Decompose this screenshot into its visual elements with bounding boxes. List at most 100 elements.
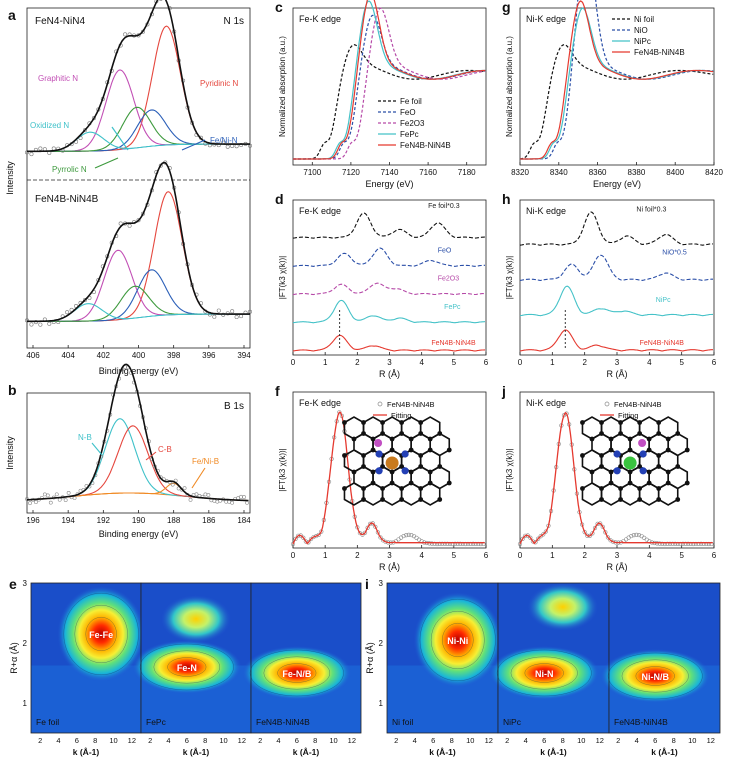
raw-data-point (230, 500, 235, 505)
secondary-hotspot (160, 595, 232, 643)
raw-data-point (203, 492, 208, 497)
carbon-atom (656, 464, 662, 469)
carbon-atom (380, 420, 385, 425)
carbon-atom (627, 480, 633, 486)
carbon-atom (618, 431, 623, 436)
x-tick-label: 196 (26, 516, 40, 525)
annotation-pyridinic: Pyridinic N (200, 79, 238, 88)
carbon-atom (446, 480, 452, 486)
raw-data-point (54, 492, 59, 497)
carbon-atom (380, 464, 385, 469)
carbon-atom (437, 464, 443, 469)
panel-h-curve-fen4b-nin4b (519, 329, 713, 352)
iron-atom (385, 456, 399, 470)
contour-line (442, 623, 474, 658)
raw-data-point (72, 496, 77, 500)
legend-label: Fitting (618, 411, 638, 420)
panel-letter-j: j (501, 383, 506, 399)
data-point (378, 535, 383, 540)
main-hotspot (413, 592, 503, 688)
carbon-atom (675, 431, 681, 436)
contour-line (496, 649, 592, 697)
x-tick-label: 5 (679, 358, 684, 367)
panel-g-frame (519, 7, 715, 166)
carbon-atom (637, 497, 643, 502)
panel-letter-e: e (9, 576, 17, 592)
main-hotspot (131, 640, 242, 694)
x-tick-label: 184 (237, 516, 251, 525)
carbon-atom (675, 464, 681, 469)
carbon-ring (638, 482, 660, 506)
carbon-atom (418, 431, 424, 436)
carbon-atom (351, 436, 357, 442)
panel-a-xlabel: Binding energy (eV) (99, 366, 179, 376)
panel-c-legend: Fe foil FeO Fe2O3 FePc FeN4B-NiN4B (378, 97, 451, 150)
subplot-xlabel: k (Å-1) (651, 747, 678, 757)
carbon-atom (599, 420, 604, 425)
carbon-atom (418, 420, 424, 425)
x-tick-label: 8 (313, 736, 317, 745)
carbon-atom (408, 469, 414, 475)
data-point (636, 532, 642, 538)
nitrogen-atom (639, 467, 647, 475)
panel-a-bottom-raw-points (24, 160, 253, 327)
x-tick-label: 10 (329, 736, 337, 745)
panel-b-ylabel: Intensity (5, 436, 15, 470)
data-point (590, 531, 595, 536)
y-tick-label: 1 (23, 699, 28, 708)
x-tick-label: 6 (484, 358, 489, 367)
contour-line (607, 652, 703, 700)
carbon-atom (437, 431, 443, 436)
data-point (530, 539, 536, 544)
hotspot-label: Ni-N (535, 669, 554, 679)
raw-data-point (234, 315, 239, 320)
carbon-atom (665, 447, 671, 453)
annotation-oxidized: Oxidized N (30, 121, 69, 130)
raw-data-point (123, 32, 128, 37)
annotation-fe-ni-n: Fe/Ni-N (210, 136, 238, 145)
raw-data-point (118, 221, 123, 226)
data-point (301, 535, 306, 540)
panel-g-x-ticks: 8320 8340 8360 8380 8400 8420 (511, 162, 723, 177)
carbon-ring (400, 482, 422, 506)
x-tick-label: 7180 (458, 168, 476, 177)
panel-i-y-ticks: 1 2 3 (379, 579, 384, 708)
panel-h-curve-label: Ni foil*0.3 (636, 206, 666, 213)
carbon-atom (427, 469, 433, 475)
panel-d-curve-fen4b-nin4b (292, 334, 485, 352)
raw-data-point (182, 486, 187, 491)
legend-label: FeN4B-NiN4B (634, 48, 685, 57)
x-tick-label: 8 (93, 736, 97, 745)
subplot-x-ticks: 2 4 6 8 10 12 (394, 736, 493, 745)
subplot-x-ticks: 2 4 6 8 10 12 (505, 736, 604, 745)
raw-data-point (225, 144, 230, 149)
x-tick-label: 10 (219, 736, 227, 745)
panel-letter-a: a (8, 7, 16, 23)
data-point (528, 535, 533, 540)
raw-data-point (47, 321, 52, 326)
raw-data-point (66, 491, 71, 495)
panel-j-corner-label: Ni-K edge (526, 398, 566, 408)
x-tick-label: 6 (75, 736, 79, 745)
panel-h-x-ticks: 0 1 2 3 4 5 6 (518, 352, 717, 367)
contour-line (85, 617, 117, 652)
data-point (303, 539, 308, 544)
carbon-atom (618, 497, 623, 502)
annotation-c-b: C-B (158, 445, 172, 454)
carbon-atom (408, 447, 414, 453)
raw-data-point (170, 482, 175, 487)
carbon-atom (656, 453, 662, 458)
carbon-atom (637, 431, 643, 436)
panel-f-ylabel: |FT(k3 χ(k))| (278, 448, 287, 491)
x-tick-label: 190 (132, 516, 146, 525)
raw-data-point (242, 495, 246, 499)
hotspot-label: Fe-Fe (89, 630, 113, 640)
panel-d-curve-label: FeN4B-NiN4B (431, 340, 476, 347)
subplot-xlabel: k (Å-1) (293, 747, 320, 757)
raw-data-point (127, 223, 132, 228)
panel-d-corner-label: Fe-K edge (299, 206, 341, 216)
data-point (631, 532, 636, 538)
panel-e-subplot-fepc: Fe-N FePc 2 4 6 8 10 12 k (Å-1) (131, 582, 252, 757)
legend-label: FeO (400, 108, 416, 117)
data-point (427, 541, 432, 546)
